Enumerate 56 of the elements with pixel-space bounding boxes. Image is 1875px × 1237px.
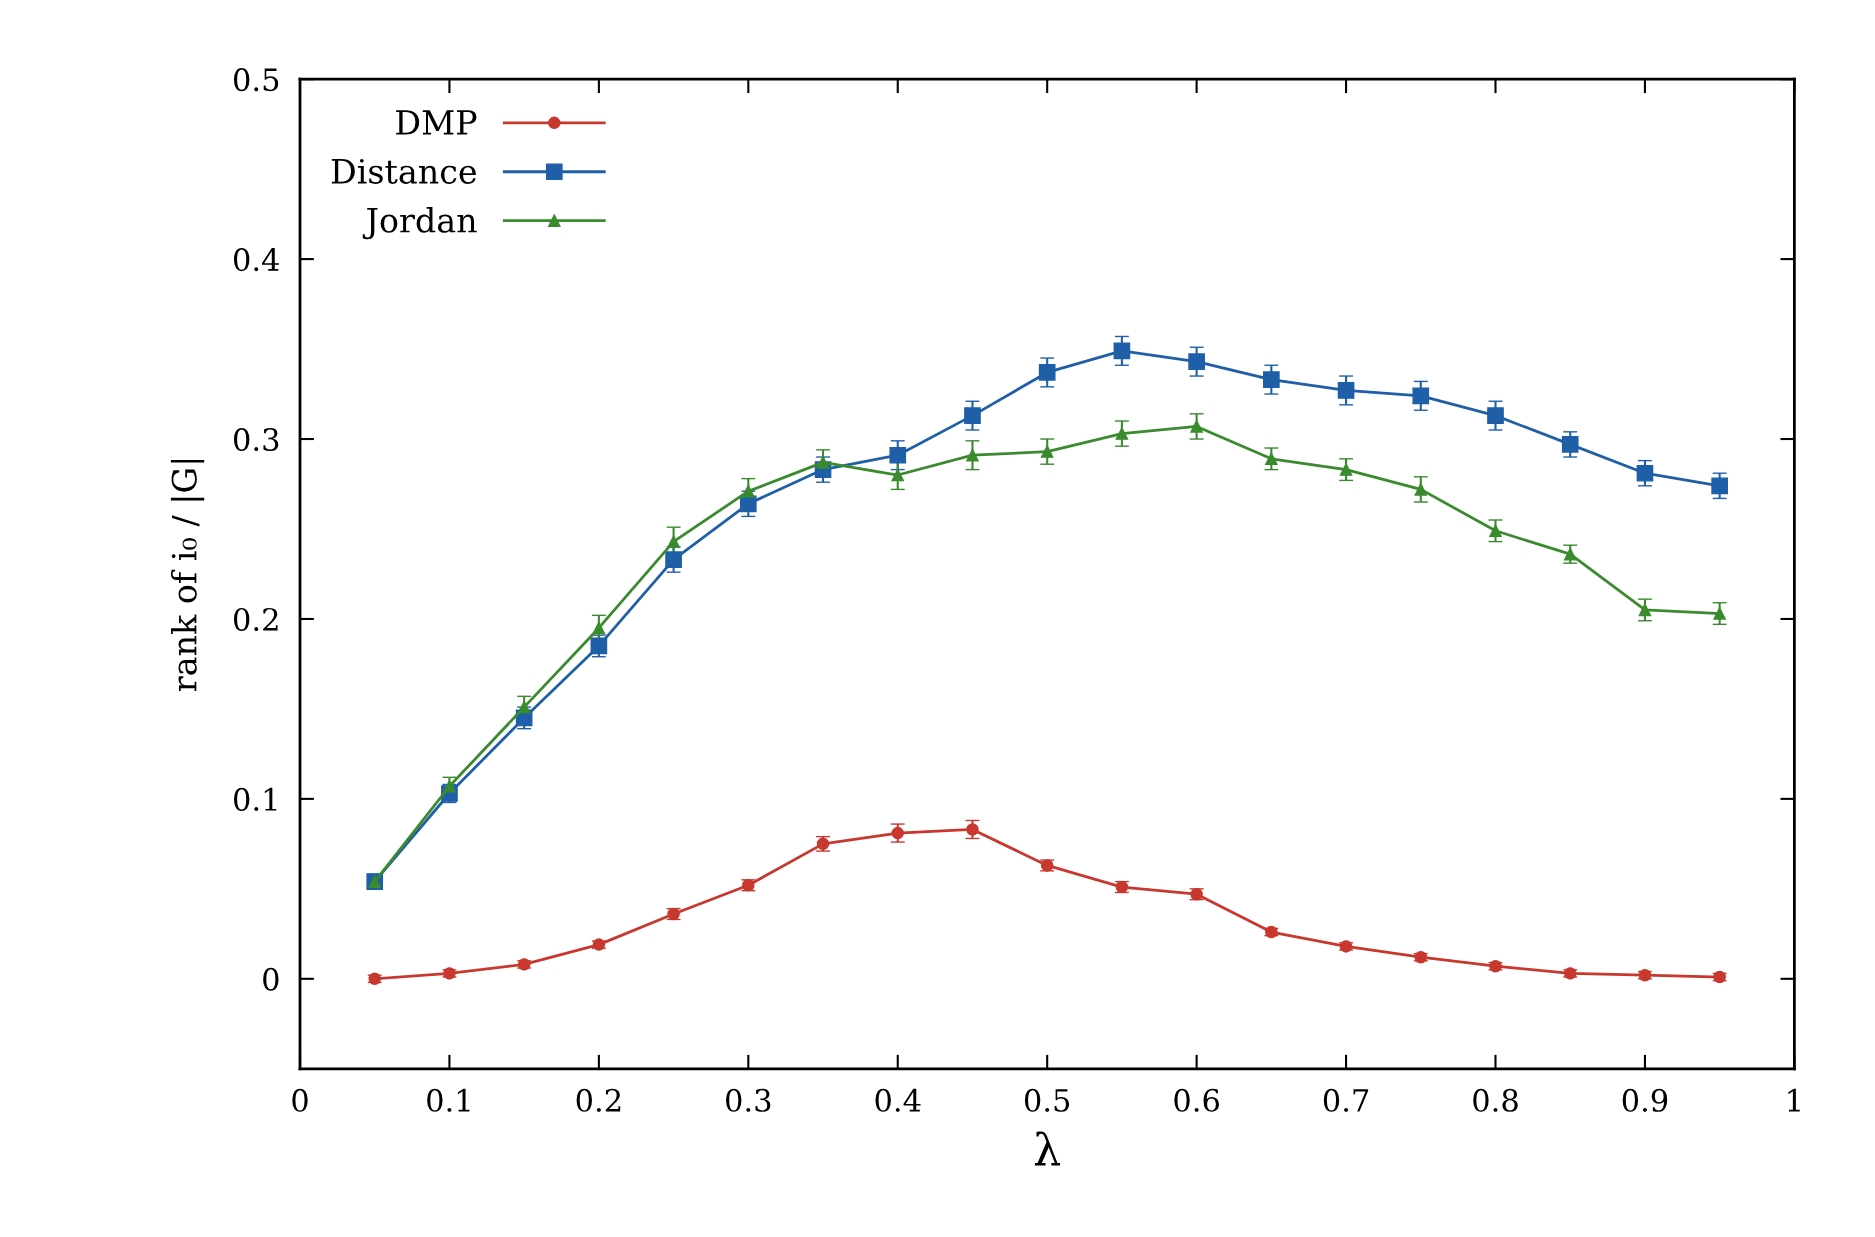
point	[739, 495, 757, 513]
y-tick-label: 0.4	[233, 248, 280, 272]
point	[966, 823, 979, 836]
x-tick-label: 0.8	[1473, 1088, 1518, 1112]
point	[665, 551, 682, 568]
point	[1113, 342, 1131, 360]
point	[1038, 364, 1056, 381]
y-tick-label: 0.1	[233, 787, 277, 811]
point	[1040, 445, 1054, 458]
point	[1414, 483, 1428, 496]
point	[889, 446, 907, 464]
point	[1188, 353, 1205, 370]
point	[1339, 463, 1353, 476]
point	[891, 826, 905, 840]
y-tick-label: 0.3	[233, 427, 279, 452]
legend-label: DMP	[396, 110, 477, 135]
x-tick-label: 0.6	[1174, 1088, 1219, 1112]
point	[1713, 607, 1726, 620]
x-tick-label: 0.9	[1622, 1088, 1668, 1112]
x-tick-label: 0.1	[427, 1088, 470, 1112]
point	[964, 407, 981, 424]
y-tick-label: 0.5	[233, 68, 279, 92]
x-tick-label: 0.5	[1024, 1088, 1070, 1112]
y-axis-title: rank of i₀ / |G|	[170, 459, 205, 692]
legend-label: Jordan	[362, 207, 477, 240]
x-tick-label: 0.4	[875, 1088, 921, 1112]
point	[1263, 371, 1280, 388]
point	[742, 484, 755, 498]
point	[1563, 547, 1577, 561]
point	[966, 448, 979, 462]
point	[1337, 382, 1355, 399]
point	[1265, 452, 1278, 466]
x-tick-label: 0	[292, 1088, 308, 1112]
point	[592, 621, 606, 635]
point	[816, 456, 830, 469]
point	[1561, 436, 1579, 453]
point	[667, 535, 680, 548]
x-tick-label: 0.7	[1323, 1088, 1369, 1112]
point	[1711, 477, 1728, 495]
x-axis-title: λ	[1034, 1131, 1061, 1166]
point	[891, 468, 905, 482]
x-tick-label: 0.2	[576, 1088, 621, 1112]
point	[1636, 464, 1654, 482]
y-tick-label: 0.2	[233, 607, 278, 631]
point	[1412, 387, 1430, 405]
point	[1190, 420, 1203, 433]
point	[1115, 427, 1129, 440]
legend-label: Distance	[331, 158, 476, 184]
point	[517, 700, 531, 714]
point	[443, 780, 456, 793]
y-tick-label: 0	[263, 967, 279, 991]
point	[1638, 603, 1652, 617]
x-tick-label: 1	[1788, 1088, 1800, 1112]
point	[1487, 407, 1504, 424]
point	[1489, 524, 1502, 538]
x-tick-label: 0.3	[726, 1088, 771, 1112]
